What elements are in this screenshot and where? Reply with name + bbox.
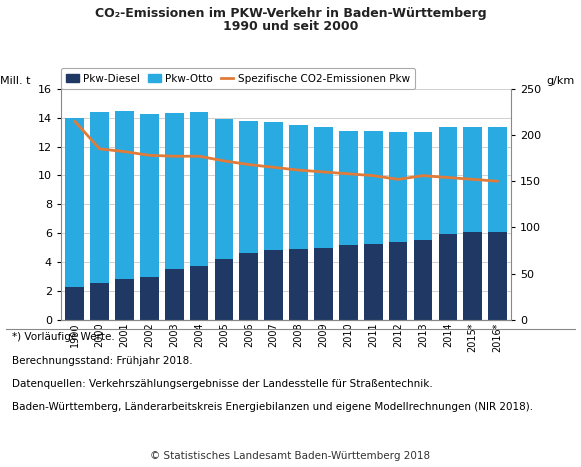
Bar: [439, 234, 457, 320]
Bar: [488, 127, 507, 232]
Bar: [364, 131, 382, 244]
Bar: [140, 114, 159, 276]
Bar: [90, 283, 109, 320]
Bar: [488, 232, 507, 320]
Text: Mill. t: Mill. t: [0, 77, 31, 86]
Bar: [214, 259, 234, 320]
Bar: [190, 112, 209, 266]
Bar: [289, 125, 308, 249]
Bar: [115, 111, 134, 279]
Bar: [464, 233, 482, 320]
Bar: [364, 244, 382, 320]
Bar: [339, 131, 358, 246]
Bar: [65, 287, 84, 320]
Bar: [214, 119, 234, 259]
Text: 1990 und seit 2000: 1990 und seit 2000: [223, 20, 358, 33]
Text: Datenquellen: Verkehrszählungsergebnisse der Landesstelle für Straßentechnik.: Datenquellen: Verkehrszählungsergebnisse…: [12, 379, 432, 389]
Bar: [439, 127, 457, 234]
Bar: [339, 246, 358, 320]
Bar: [115, 279, 134, 320]
Bar: [165, 269, 184, 320]
Legend: Pkw-Diesel, Pkw-Otto, Spezifische CO2-Emissionen Pkw: Pkw-Diesel, Pkw-Otto, Spezifische CO2-Em…: [61, 68, 415, 89]
Text: *) Vorläufige Werte.: *) Vorläufige Werte.: [12, 332, 114, 341]
Bar: [414, 241, 432, 320]
Bar: [389, 132, 407, 242]
Bar: [190, 266, 209, 320]
Bar: [165, 113, 184, 269]
Text: CO₂-Emissionen im PKW-Verkehr in Baden-Württemberg: CO₂-Emissionen im PKW-Verkehr in Baden-W…: [95, 7, 486, 20]
Bar: [289, 249, 308, 320]
Bar: [389, 242, 407, 320]
Bar: [314, 127, 333, 248]
Text: Baden-Württemberg, Länderarbeitskreis Energiebilanzen und eigene Modellrechnunge: Baden-Württemberg, Länderarbeitskreis En…: [12, 402, 533, 412]
Bar: [65, 118, 84, 287]
Bar: [464, 127, 482, 233]
Bar: [140, 276, 159, 320]
Text: Berechnungsstand: Frühjahr 2018.: Berechnungsstand: Frühjahr 2018.: [12, 356, 192, 366]
Bar: [264, 250, 283, 320]
Bar: [314, 248, 333, 320]
Bar: [239, 253, 258, 320]
Text: g/km: g/km: [546, 77, 575, 86]
Bar: [264, 122, 283, 250]
Bar: [90, 112, 109, 283]
Bar: [414, 132, 432, 241]
Bar: [239, 120, 258, 253]
Text: © Statistisches Landesamt Baden-Württemberg 2018: © Statistisches Landesamt Baden-Württemb…: [150, 452, 431, 461]
